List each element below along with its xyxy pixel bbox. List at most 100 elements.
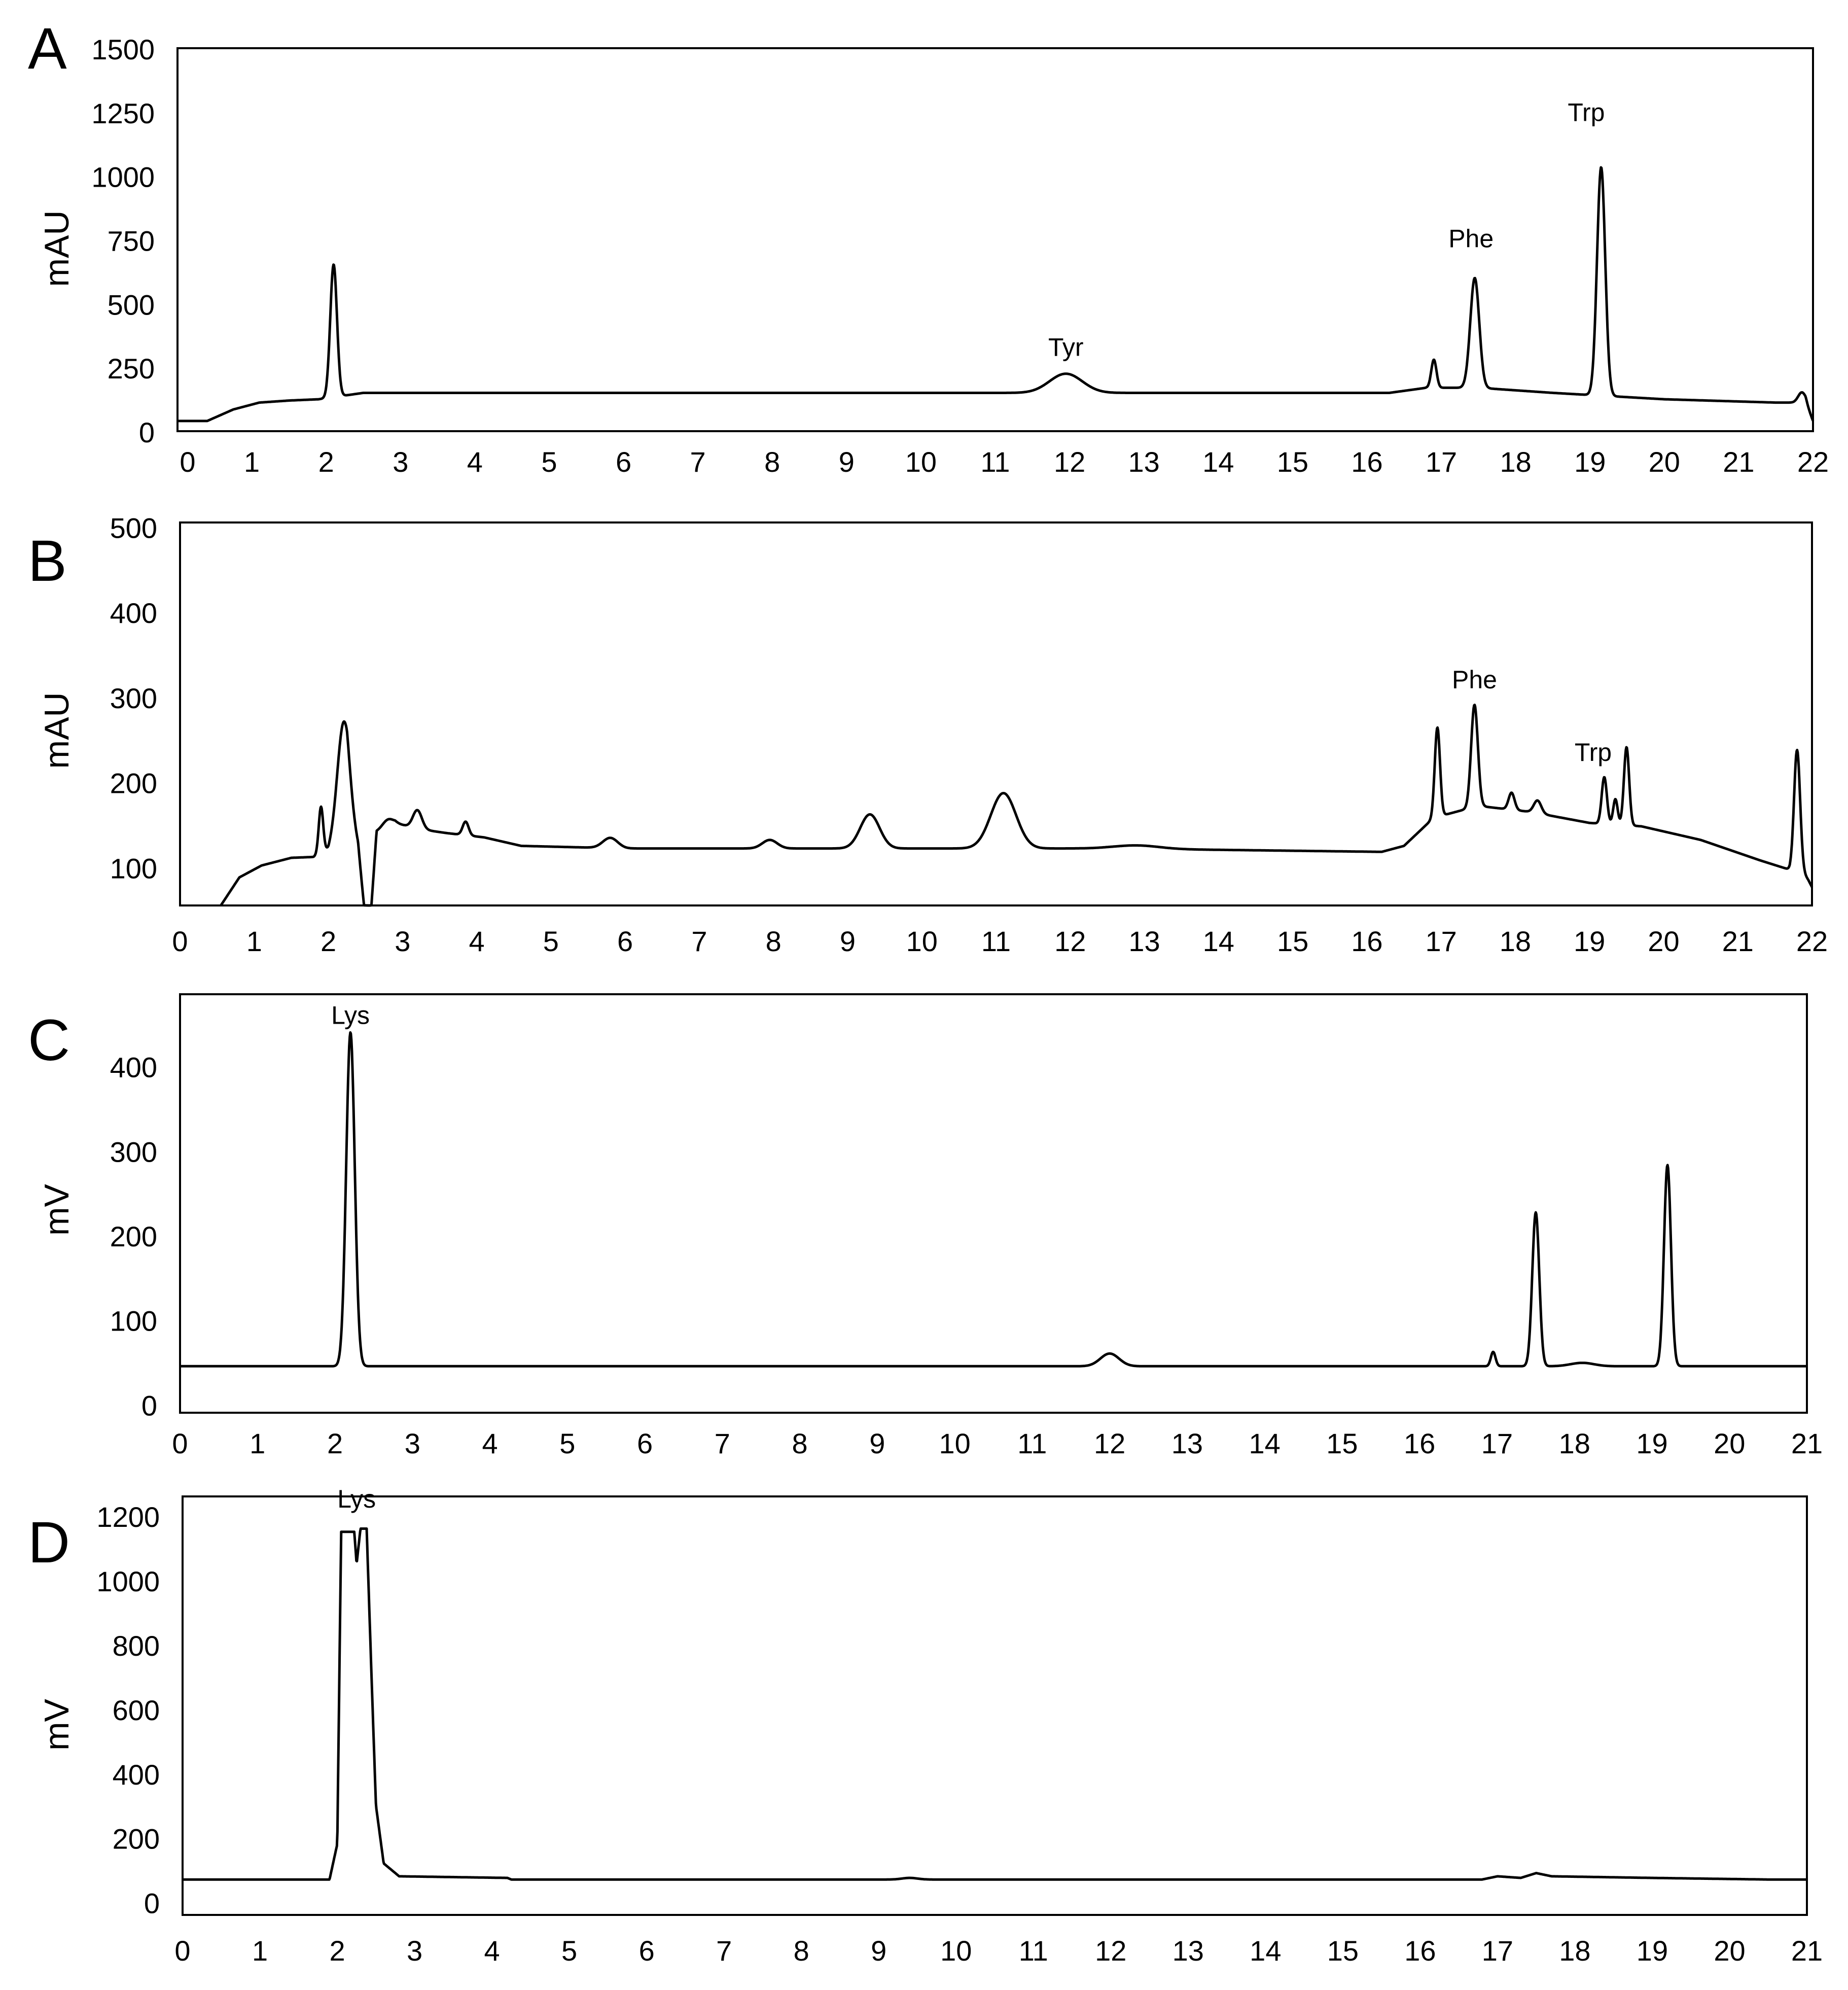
x-tick-label: 10 xyxy=(940,1935,972,1967)
x-tick-label: 19 xyxy=(1574,446,1606,478)
x-tick-label: 17 xyxy=(1482,1935,1513,1967)
x-tick-label: 16 xyxy=(1351,925,1382,957)
x-tick-label: 5 xyxy=(561,1935,577,1967)
x-tick-label: 8 xyxy=(764,446,780,478)
x-tick-label: 1 xyxy=(244,446,260,478)
peak-label: Trp xyxy=(1568,98,1605,126)
x-tick-label: 15 xyxy=(1277,925,1308,957)
x-tick-label: 4 xyxy=(482,1427,497,1459)
peak-label: Lys xyxy=(337,1485,376,1513)
x-tick-label: 5 xyxy=(559,1427,575,1459)
x-tick-label: 16 xyxy=(1351,446,1382,478)
x-tick-label: 15 xyxy=(1327,1935,1359,1967)
peak-label: Lys xyxy=(331,1001,370,1029)
y-axis-label: mV xyxy=(38,1183,76,1236)
y-tick-label: 200 xyxy=(113,1823,160,1855)
y-tick-label: 400 xyxy=(110,1052,157,1084)
plot-frame xyxy=(182,1495,1808,1916)
peak-label: Trp xyxy=(1575,738,1612,766)
x-tick-label: 21 xyxy=(1791,1935,1823,1967)
chromatogram-trace xyxy=(179,1031,1808,1368)
y-tick-label: 600 xyxy=(113,1694,160,1726)
chromatogram-trace xyxy=(220,704,1814,907)
x-tick-label: 9 xyxy=(869,1427,885,1459)
x-tick-label: 14 xyxy=(1250,1935,1281,1967)
x-tick-label: 2 xyxy=(329,1935,345,1967)
plot-frame xyxy=(179,521,1813,906)
x-tick-label: 4 xyxy=(467,446,483,478)
y-tick-label: 200 xyxy=(110,1220,157,1252)
peak-label: Phe xyxy=(1448,225,1494,253)
x-tick-label: 9 xyxy=(871,1935,886,1967)
y-tick-label: 500 xyxy=(110,512,157,544)
x-tick-label: 19 xyxy=(1574,925,1605,957)
x-tick-label: 22 xyxy=(1797,446,1829,478)
y-tick-label: 800 xyxy=(113,1630,160,1662)
x-tick-label: 3 xyxy=(405,1427,420,1459)
x-tick-label: 16 xyxy=(1404,1935,1436,1967)
chromatogram-trace xyxy=(176,166,1815,423)
x-tick-label: 0 xyxy=(172,925,188,957)
x-tick-label: 5 xyxy=(541,446,557,478)
y-tick-label: 0 xyxy=(141,1389,157,1421)
peak-annotations: Phe Trp xyxy=(1452,666,1612,766)
x-tick-label: 6 xyxy=(637,1427,653,1459)
x-tick-label: 2 xyxy=(321,925,336,957)
panel-label: A xyxy=(28,16,67,81)
plot-frame xyxy=(179,993,1808,1414)
peak-annotations: Lys xyxy=(337,1485,376,1513)
x-tick-label: 8 xyxy=(794,1935,809,1967)
x-axis-ticks: 0 1 2 3 4 5 6 7 8 9 10 11 12 13 14 15 16 17 18 19 20 21 xyxy=(174,1935,1823,1967)
x-tick-label: 17 xyxy=(1481,1427,1513,1459)
x-tick-label: 7 xyxy=(716,1935,732,1967)
x-tick-label: 21 xyxy=(1791,1427,1823,1459)
x-tick-label: 19 xyxy=(1637,1935,1668,1967)
panel-label: C xyxy=(28,1008,70,1073)
y-axis-ticks: 0 250 500 750 1000 1250 1500 xyxy=(91,33,155,448)
x-tick-label: 2 xyxy=(318,446,334,478)
y-axis-ticks: 0 200 400 600 800 1000 1200 xyxy=(96,1501,160,1919)
x-tick-label: 18 xyxy=(1500,446,1531,478)
y-tick-label: 1500 xyxy=(91,33,155,65)
x-tick-label: 10 xyxy=(939,1427,970,1459)
y-tick-label: 250 xyxy=(108,353,155,385)
peak-annotations: Tyr Phe Trp xyxy=(1048,98,1605,361)
peak-label: Phe xyxy=(1452,666,1497,694)
x-tick-label: 13 xyxy=(1171,1427,1203,1459)
x-tick-label: 12 xyxy=(1095,1935,1126,1967)
x-tick-label: 3 xyxy=(393,446,408,478)
y-tick-label: 200 xyxy=(110,767,157,799)
x-tick-label: 18 xyxy=(1559,1935,1590,1967)
x-tick-label: 1 xyxy=(250,1427,265,1459)
y-tick-label: 1200 xyxy=(96,1501,160,1533)
x-tick-label: 10 xyxy=(906,925,938,957)
y-tick-label: 100 xyxy=(110,1305,157,1337)
y-tick-label: 1000 xyxy=(96,1565,160,1597)
y-tick-label: 100 xyxy=(110,853,157,885)
plot-frame xyxy=(176,47,1814,432)
x-axis-ticks: 0 1 2 3 4 5 6 7 8 9 10 11 12 13 14 15 16 17 18 19 20 21 22 xyxy=(180,446,1829,478)
y-axis-ticks: 100 200 300 400 500 xyxy=(110,512,157,884)
y-tick-label: 1250 xyxy=(91,97,155,129)
x-tick-label: 17 xyxy=(1425,925,1456,957)
y-tick-label: 400 xyxy=(113,1759,160,1791)
x-tick-label: 6 xyxy=(639,1935,655,1967)
x-tick-label: 14 xyxy=(1249,1427,1281,1459)
x-tick-label: 4 xyxy=(484,1935,500,1967)
x-tick-label: 20 xyxy=(1648,925,1679,957)
x-tick-label: 7 xyxy=(715,1427,730,1459)
x-tick-label: 19 xyxy=(1636,1427,1667,1459)
x-tick-label: 0 xyxy=(172,1427,188,1459)
x-tick-label: 4 xyxy=(469,925,485,957)
x-tick-label: 13 xyxy=(1128,925,1160,957)
y-axis-label: mAU xyxy=(38,210,76,287)
x-tick-label: 21 xyxy=(1723,446,1754,478)
y-tick-label: 1000 xyxy=(91,161,155,193)
y-tick-label: 500 xyxy=(108,289,155,321)
x-tick-label: 9 xyxy=(840,925,856,957)
x-axis-ticks: 0 1 2 3 4 5 6 7 8 9 10 11 12 13 14 15 16 17 18 19 20 21 22 xyxy=(172,925,1828,957)
y-axis-label: mV xyxy=(38,1698,76,1751)
